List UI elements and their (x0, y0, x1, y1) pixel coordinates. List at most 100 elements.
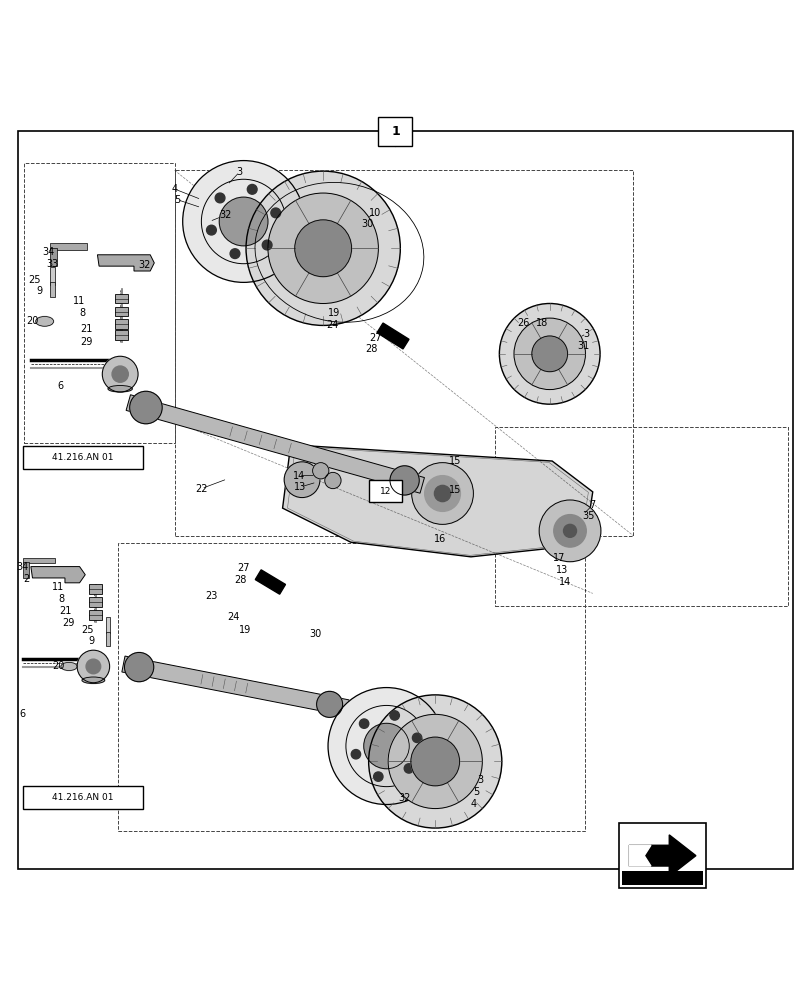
Ellipse shape (61, 662, 77, 671)
Bar (105, 617, 110, 633)
Text: 8: 8 (79, 308, 86, 318)
Circle shape (363, 723, 409, 769)
Bar (495, 427, 787, 606)
Text: 23: 23 (204, 591, 217, 601)
Text: 9: 9 (88, 636, 94, 646)
Text: 33: 33 (46, 259, 59, 269)
Text: 1: 1 (391, 125, 399, 138)
Bar (115, 307, 128, 316)
Text: 13: 13 (555, 565, 568, 575)
Circle shape (553, 515, 586, 547)
Text: 11: 11 (52, 582, 65, 592)
Circle shape (215, 193, 225, 203)
Polygon shape (97, 255, 154, 271)
Circle shape (359, 719, 368, 728)
Text: 35: 35 (581, 511, 594, 521)
Text: 4: 4 (171, 184, 178, 194)
Bar (23, 786, 143, 809)
Circle shape (294, 220, 351, 277)
Bar (89, 584, 102, 594)
Bar (89, 610, 102, 620)
Text: 28: 28 (365, 344, 378, 354)
Circle shape (124, 652, 153, 682)
Text: 6: 6 (58, 381, 64, 391)
Text: 24: 24 (227, 612, 240, 622)
Text: 32: 32 (138, 260, 151, 270)
Circle shape (389, 466, 418, 495)
Text: 14: 14 (292, 471, 305, 481)
Text: 3: 3 (477, 775, 483, 785)
Text: 5: 5 (174, 195, 180, 205)
Circle shape (412, 733, 421, 743)
Text: 15: 15 (448, 485, 461, 495)
Text: 8: 8 (58, 594, 65, 604)
Text: 5: 5 (472, 787, 478, 797)
Circle shape (328, 688, 444, 804)
Circle shape (388, 714, 482, 809)
Bar (50, 248, 57, 266)
Bar (23, 558, 55, 563)
Text: 4: 4 (470, 799, 476, 809)
Text: 10: 10 (368, 208, 381, 218)
Circle shape (230, 249, 239, 259)
Text: 30: 30 (360, 219, 373, 229)
Circle shape (219, 197, 268, 246)
Ellipse shape (36, 316, 54, 326)
Ellipse shape (82, 677, 105, 684)
Polygon shape (629, 835, 695, 876)
Bar (50, 282, 55, 297)
Text: 24: 24 (326, 320, 339, 330)
Bar (115, 294, 128, 303)
Text: 32: 32 (397, 793, 410, 803)
Bar (23, 446, 143, 469)
Circle shape (324, 472, 341, 489)
Text: 26: 26 (517, 318, 530, 328)
Bar (105, 632, 110, 646)
Text: 20: 20 (52, 661, 65, 671)
Circle shape (112, 366, 128, 382)
Circle shape (268, 193, 378, 303)
Circle shape (410, 737, 459, 786)
Circle shape (424, 476, 460, 511)
Text: 20: 20 (26, 316, 39, 326)
Circle shape (404, 764, 413, 773)
Text: 17: 17 (551, 553, 564, 563)
Circle shape (102, 356, 138, 392)
Text: 21: 21 (58, 606, 71, 616)
Text: 13: 13 (294, 482, 307, 492)
Text: 18: 18 (535, 318, 548, 328)
Text: 22: 22 (195, 484, 208, 494)
Polygon shape (629, 845, 650, 866)
Bar (23, 562, 29, 578)
Circle shape (182, 161, 304, 282)
Circle shape (284, 462, 320, 498)
Bar (378, 117, 412, 146)
Polygon shape (376, 323, 409, 349)
Text: 3: 3 (236, 167, 242, 177)
Text: 29: 29 (80, 337, 93, 347)
Text: 41.216.AN 01: 41.216.AN 01 (52, 793, 114, 802)
Text: 19: 19 (328, 308, 341, 318)
Text: 15: 15 (448, 456, 461, 466)
Bar (174, 170, 633, 536)
Bar (115, 330, 128, 340)
Text: 25: 25 (81, 625, 94, 635)
Text: 41.216.AN 01: 41.216.AN 01 (52, 453, 114, 462)
Bar (50, 267, 55, 285)
Text: 31: 31 (576, 341, 589, 351)
Polygon shape (126, 395, 424, 493)
Circle shape (368, 695, 501, 828)
Text: 9: 9 (36, 286, 42, 296)
Polygon shape (122, 656, 349, 716)
Circle shape (563, 524, 576, 537)
Polygon shape (282, 445, 592, 557)
Bar (618, 823, 706, 888)
Bar (369, 480, 401, 502)
Circle shape (499, 303, 599, 404)
Circle shape (246, 171, 400, 325)
Circle shape (351, 750, 360, 759)
Bar (115, 319, 128, 329)
Circle shape (271, 208, 281, 218)
Text: 25: 25 (28, 275, 41, 285)
Text: 12: 12 (380, 487, 391, 496)
